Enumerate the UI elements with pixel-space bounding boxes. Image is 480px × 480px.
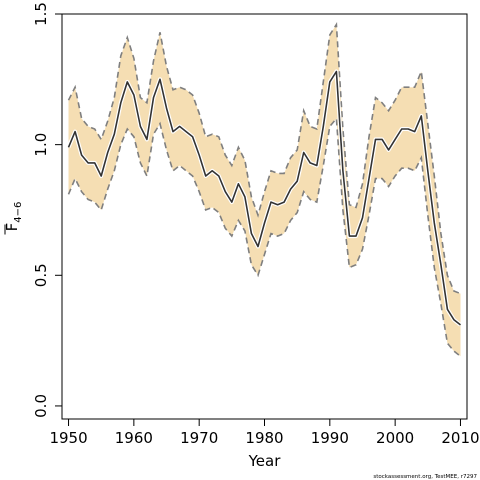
x-tick-label: 1950 (49, 429, 87, 447)
y-axis-title-subscript: 4−6 (13, 202, 24, 223)
x-tick-label: 2010 (441, 429, 479, 447)
y-tick-label: 0.5 (32, 263, 50, 287)
x-tick-label: 1980 (245, 429, 283, 447)
x-axis-title: Year (248, 452, 282, 470)
y-tick-label: 1.0 (32, 133, 50, 157)
y-tick-label: 1.5 (32, 2, 50, 26)
svg-text:F4−6: F4−6 (3, 202, 24, 232)
y-axis-title: F4−6 (3, 202, 24, 235)
y-tick-label: 0.0 (32, 394, 50, 418)
x-tick-label: 2000 (376, 429, 414, 447)
lower-bound-line (67, 116, 461, 357)
x-axis-ticks: 1950 1960 1970 1980 1990 2000 2010 (49, 419, 480, 447)
x-tick-label: 1970 (180, 429, 218, 447)
plot-area (66, 21, 462, 357)
y-axis-title-main: F (3, 223, 21, 232)
credit-text: stockassessment.org, TestMEE, r7297 (373, 474, 477, 480)
y-axis-ticks: 0.0 0.5 1.0 1.5 (32, 2, 62, 418)
upper-bound-line (67, 21, 461, 295)
x-tick-label: 1960 (115, 429, 153, 447)
estimate-line (67, 70, 461, 326)
x-tick-label: 1990 (311, 429, 349, 447)
